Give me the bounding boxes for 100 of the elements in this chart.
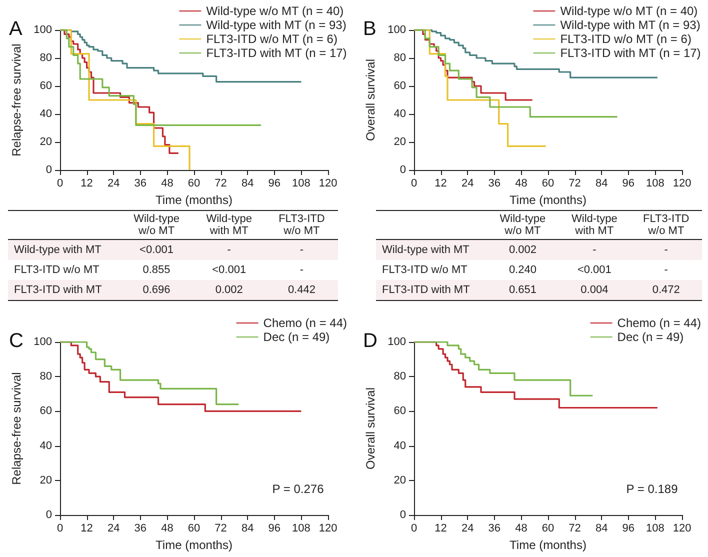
- x-tick-label: 72: [568, 522, 581, 534]
- x-tick-label: 24: [107, 522, 120, 534]
- text: -: [664, 244, 668, 256]
- legend-label: FLT3-ITD w/o MT (n = 6): [560, 32, 692, 46]
- x-tick-label: 24: [107, 178, 120, 190]
- x-axis-title: Time (months): [156, 193, 232, 207]
- y-tick-label: 0: [46, 509, 52, 521]
- x-tick-label: 108: [646, 178, 664, 190]
- x-tick-label: 72: [568, 178, 581, 190]
- y-tick-label: 60: [394, 405, 406, 418]
- x-tick-label: 60: [542, 522, 554, 534]
- legend-label: Wild-type w/o MT (n = 40): [560, 4, 698, 18]
- text: 0.002: [215, 284, 243, 296]
- text: 0.855: [142, 264, 170, 276]
- legend-label: Wild-type with MT (n = 93): [560, 18, 700, 32]
- x-tick-label: 60: [542, 178, 554, 190]
- category-label: FLT3-ITD with MT: [14, 284, 102, 296]
- y-tick-label: 80: [40, 370, 52, 383]
- text: <0.001: [212, 264, 246, 276]
- x-tick-label: 12: [80, 522, 93, 534]
- x-tick-label: 96: [268, 522, 281, 534]
- x-tick-label: 24: [461, 522, 474, 534]
- y-tick-label: 20: [394, 474, 406, 486]
- x-axis-title: Time (months): [510, 538, 586, 552]
- y-tick-label: 0: [400, 164, 406, 176]
- x-tick-label: 12: [80, 178, 93, 190]
- y-tick-label: 100: [388, 24, 406, 36]
- y-tick-label: 100: [34, 24, 52, 36]
- y-tick-label: 0: [46, 164, 52, 176]
- chart-title: A: [9, 18, 23, 40]
- y-tick-label: 20: [394, 136, 406, 148]
- y-axis-title: Overall survival: [364, 387, 378, 470]
- category-label: Wild-type w/o MT: [486, 210, 559, 240]
- category-label: Wild-type w/o MT: [120, 210, 193, 240]
- x-tick-label: 0: [410, 522, 418, 534]
- x-tick-label: 36: [488, 522, 501, 534]
- chart-title: D: [363, 330, 378, 352]
- category-label: FLT3-ITD w/o MT: [265, 210, 338, 240]
- x-tick-label: 36: [134, 178, 147, 190]
- y-tick-label: 80: [40, 52, 52, 64]
- x-tick-label: 96: [622, 178, 635, 190]
- x-tick-label: 48: [515, 522, 528, 534]
- x-tick-label: 72: [214, 178, 227, 190]
- legend-label: Dec (n = 49): [617, 330, 684, 344]
- x-tick-label: 84: [241, 522, 254, 534]
- text: -: [664, 264, 668, 276]
- legend-label: FLT3-ITD with MT (n = 17): [206, 46, 347, 60]
- y-tick-label: 40: [394, 440, 406, 452]
- text: 0.696: [142, 284, 170, 296]
- y-tick-label: 20: [40, 474, 52, 486]
- x-tick-label: 108: [292, 522, 310, 534]
- category-label: FLT3-ITD w/o MT: [14, 264, 100, 276]
- legend-label: FLT3-ITD with MT (n = 17): [560, 46, 701, 60]
- x-tick-label: 36: [134, 522, 147, 534]
- text: 0.651: [508, 284, 536, 296]
- legend-label: Wild-type w/o MT (n = 40): [206, 4, 344, 18]
- x-tick-label: 48: [161, 522, 174, 534]
- text: 0.442: [288, 284, 316, 296]
- x-tick-label: 120: [672, 178, 692, 190]
- y-tick-label: 0: [400, 509, 406, 521]
- x-tick-label: 120: [318, 522, 338, 534]
- chart-title: C: [9, 330, 24, 352]
- category-label: Wild-type with MT: [192, 210, 266, 240]
- x-tick-label: 0: [56, 522, 64, 534]
- x-tick-label: 84: [595, 178, 608, 190]
- x-tick-label: 48: [161, 178, 174, 190]
- x-tick-label: 120: [672, 522, 692, 534]
- y-tick-label: 60: [40, 405, 52, 418]
- legend-label: Chemo (n = 44): [617, 316, 702, 330]
- category-label: FLT3-ITD w/o MT: [630, 210, 702, 240]
- legend-label: Wild-type with MT (n = 93): [206, 18, 346, 32]
- x-tick-label: 108: [292, 178, 310, 190]
- x-tick-label: 120: [318, 178, 338, 190]
- text: 0.240: [508, 264, 536, 276]
- legend-label: Dec (n = 49): [263, 330, 330, 344]
- y-tick-label: 20: [40, 136, 52, 148]
- legend-label: Chemo (n = 44): [263, 316, 348, 330]
- x-tick-label: 48: [515, 178, 528, 190]
- y-tick-label: 100: [34, 336, 52, 348]
- text: -: [592, 244, 596, 256]
- x-tick-label: 60: [188, 522, 200, 534]
- y-tick-label: 40: [40, 108, 52, 120]
- chart-title: B: [363, 18, 376, 40]
- x-tick-label: 12: [434, 522, 447, 534]
- y-axis-title: Overall survival: [364, 58, 378, 142]
- annotation: P = 0.276: [272, 482, 324, 496]
- x-tick-label: 96: [622, 522, 635, 534]
- text: -: [300, 244, 304, 256]
- text: <0.001: [577, 264, 612, 276]
- category-label: Wild-type with MT: [14, 244, 102, 256]
- category-label: FLT3-ITD with MT: [382, 284, 470, 296]
- y-tick-label: 80: [394, 52, 406, 64]
- x-tick-label: 24: [461, 178, 474, 190]
- category-label: FLT3-ITD w/o MT: [382, 264, 468, 276]
- x-tick-label: 0: [410, 178, 418, 190]
- y-tick-label: 40: [40, 440, 52, 452]
- text: -: [227, 244, 231, 256]
- x-tick-label: 0: [56, 178, 64, 190]
- x-tick-label: 60: [188, 178, 200, 190]
- y-tick-label: 60: [40, 80, 52, 92]
